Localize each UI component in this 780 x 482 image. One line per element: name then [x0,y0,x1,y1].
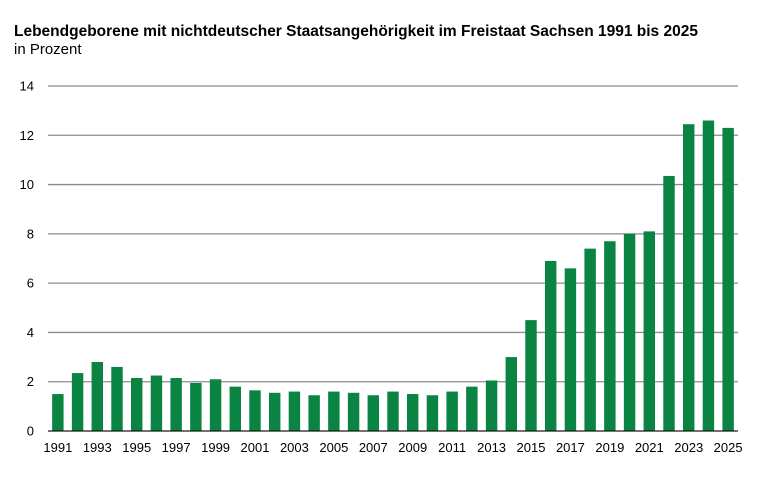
x-tick-label: 2005 [319,440,348,455]
x-tick-label: 2011 [438,440,466,455]
bar-1996 [150,375,163,431]
bar-2025 [722,127,734,432]
bar-2020 [623,233,636,431]
bar-1991 [52,394,64,431]
y-tick-label: 4 [27,325,34,340]
bar-2005 [328,391,340,431]
bar-2017 [564,268,577,431]
bar-2023 [682,124,695,432]
y-tick-label: 12 [20,128,34,143]
bar-2021 [643,231,656,431]
bar-2015 [525,320,537,431]
x-tick-label: 1997 [162,440,191,455]
y-tick-label: 10 [20,177,34,192]
chart-title: Lebendgeborene mit nichtdeutscher Staats… [14,23,698,40]
bar-2001 [249,390,261,431]
bar-2013 [485,380,498,431]
x-tick-label: 2007 [359,440,388,455]
x-tick-label: 1995 [122,440,151,455]
bar-2003 [288,391,301,431]
x-tick-label: 1993 [83,440,112,455]
bar-1999 [209,379,222,431]
bar-2009 [406,394,419,431]
x-tick-label: 2013 [477,440,506,455]
bar-2022 [663,175,675,431]
x-tick-label: 2009 [398,440,427,455]
y-tick-label: 6 [27,276,34,291]
bar-2019 [604,241,616,431]
bar-1997 [170,378,182,431]
x-tick-label: 2019 [595,440,624,455]
bar-2010 [426,395,439,431]
bar-2024 [702,120,715,431]
bar-2000 [229,386,242,431]
bar-1993 [91,362,104,431]
bar-2006 [347,392,360,431]
bar-2016 [544,260,557,431]
chart-subtitle: in Prozent [14,41,82,58]
y-tick-label: 2 [27,374,34,389]
bar-2011 [446,391,458,431]
x-tick-label: 2025 [714,440,743,455]
y-tick-label: 14 [20,79,34,94]
bar-1992 [71,373,84,431]
x-tick-label: 2001 [241,440,270,455]
bar-1995 [130,378,143,431]
y-tick-label: 8 [27,226,34,241]
bar-2007 [367,395,380,431]
x-tick-label: 1999 [201,440,230,455]
bar-1998 [190,382,202,431]
x-tick-label: 2015 [517,440,546,455]
bar-2014 [505,357,518,431]
bar-2012 [466,386,478,431]
bar-2004 [308,395,320,431]
y-tick-label: 0 [27,424,34,439]
bar-1994 [111,366,123,431]
bar-2002 [268,392,281,431]
bar-2018 [584,248,596,431]
bar-2008 [387,391,399,431]
x-tick-label: 2021 [635,440,664,455]
x-tick-label: 2017 [556,440,585,455]
x-tick-label: 2003 [280,440,309,455]
x-tick-label: 2023 [674,440,703,455]
x-tick-label: 1991 [43,440,72,455]
